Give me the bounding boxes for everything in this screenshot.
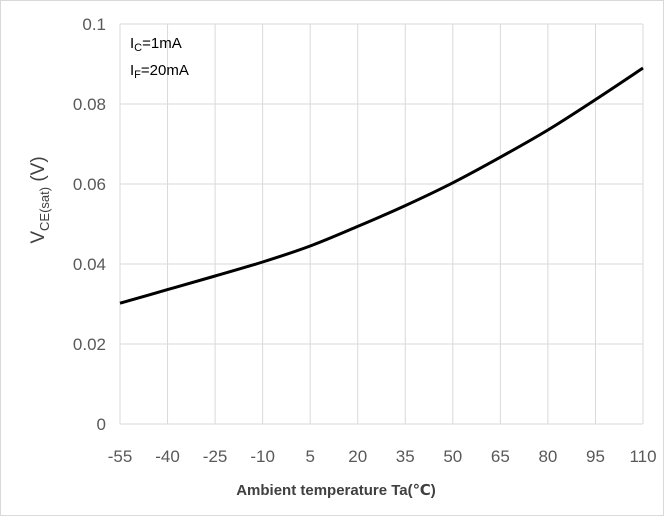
y-tick-label: 0.1 [82,15,106,34]
y-label-unit: (V) [28,156,49,187]
y-tick-label: 0.02 [73,335,106,354]
y-tick-label: 0.04 [73,255,106,274]
x-axis-ticks: -55 -40 -25 -10 5 20 35 50 65 80 95 110 [108,447,657,466]
y-tick-label: 0 [97,415,106,434]
x-axis-label: Ambient temperature Ta(℃) [236,482,436,499]
y-tick-label: 0.06 [73,175,106,194]
y-label-sub: CE(sat) [37,187,52,231]
grid [119,23,644,425]
y-axis-label: VCE(sat) (V) [28,156,52,243]
y-tick-label: 0.08 [73,95,106,114]
x-tick-label: -40 [155,447,180,466]
x-tick-label: 95 [586,447,605,466]
annotation-if: IF=20mA [130,62,189,81]
series-layer [119,66,644,305]
annotation-ic: IC=1mA [130,35,182,54]
y-label-main: V [28,231,49,244]
x-tick-label: -25 [203,447,228,466]
x-tick-label: -55 [108,447,133,466]
x-tick-label: 65 [491,447,510,466]
x-tick-label: 110 [629,447,656,466]
y-axis-ticks: 0 0.02 0.04 0.06 0.08 0.1 [73,15,106,434]
x-tick-label: 50 [443,447,462,466]
x-tick-label: 80 [538,447,557,466]
x-tick-label: 35 [396,447,415,466]
x-tick-label: 20 [348,447,367,466]
series-line [119,66,644,305]
x-tick-label: 5 [305,447,314,466]
x-tick-label: -10 [250,447,275,466]
